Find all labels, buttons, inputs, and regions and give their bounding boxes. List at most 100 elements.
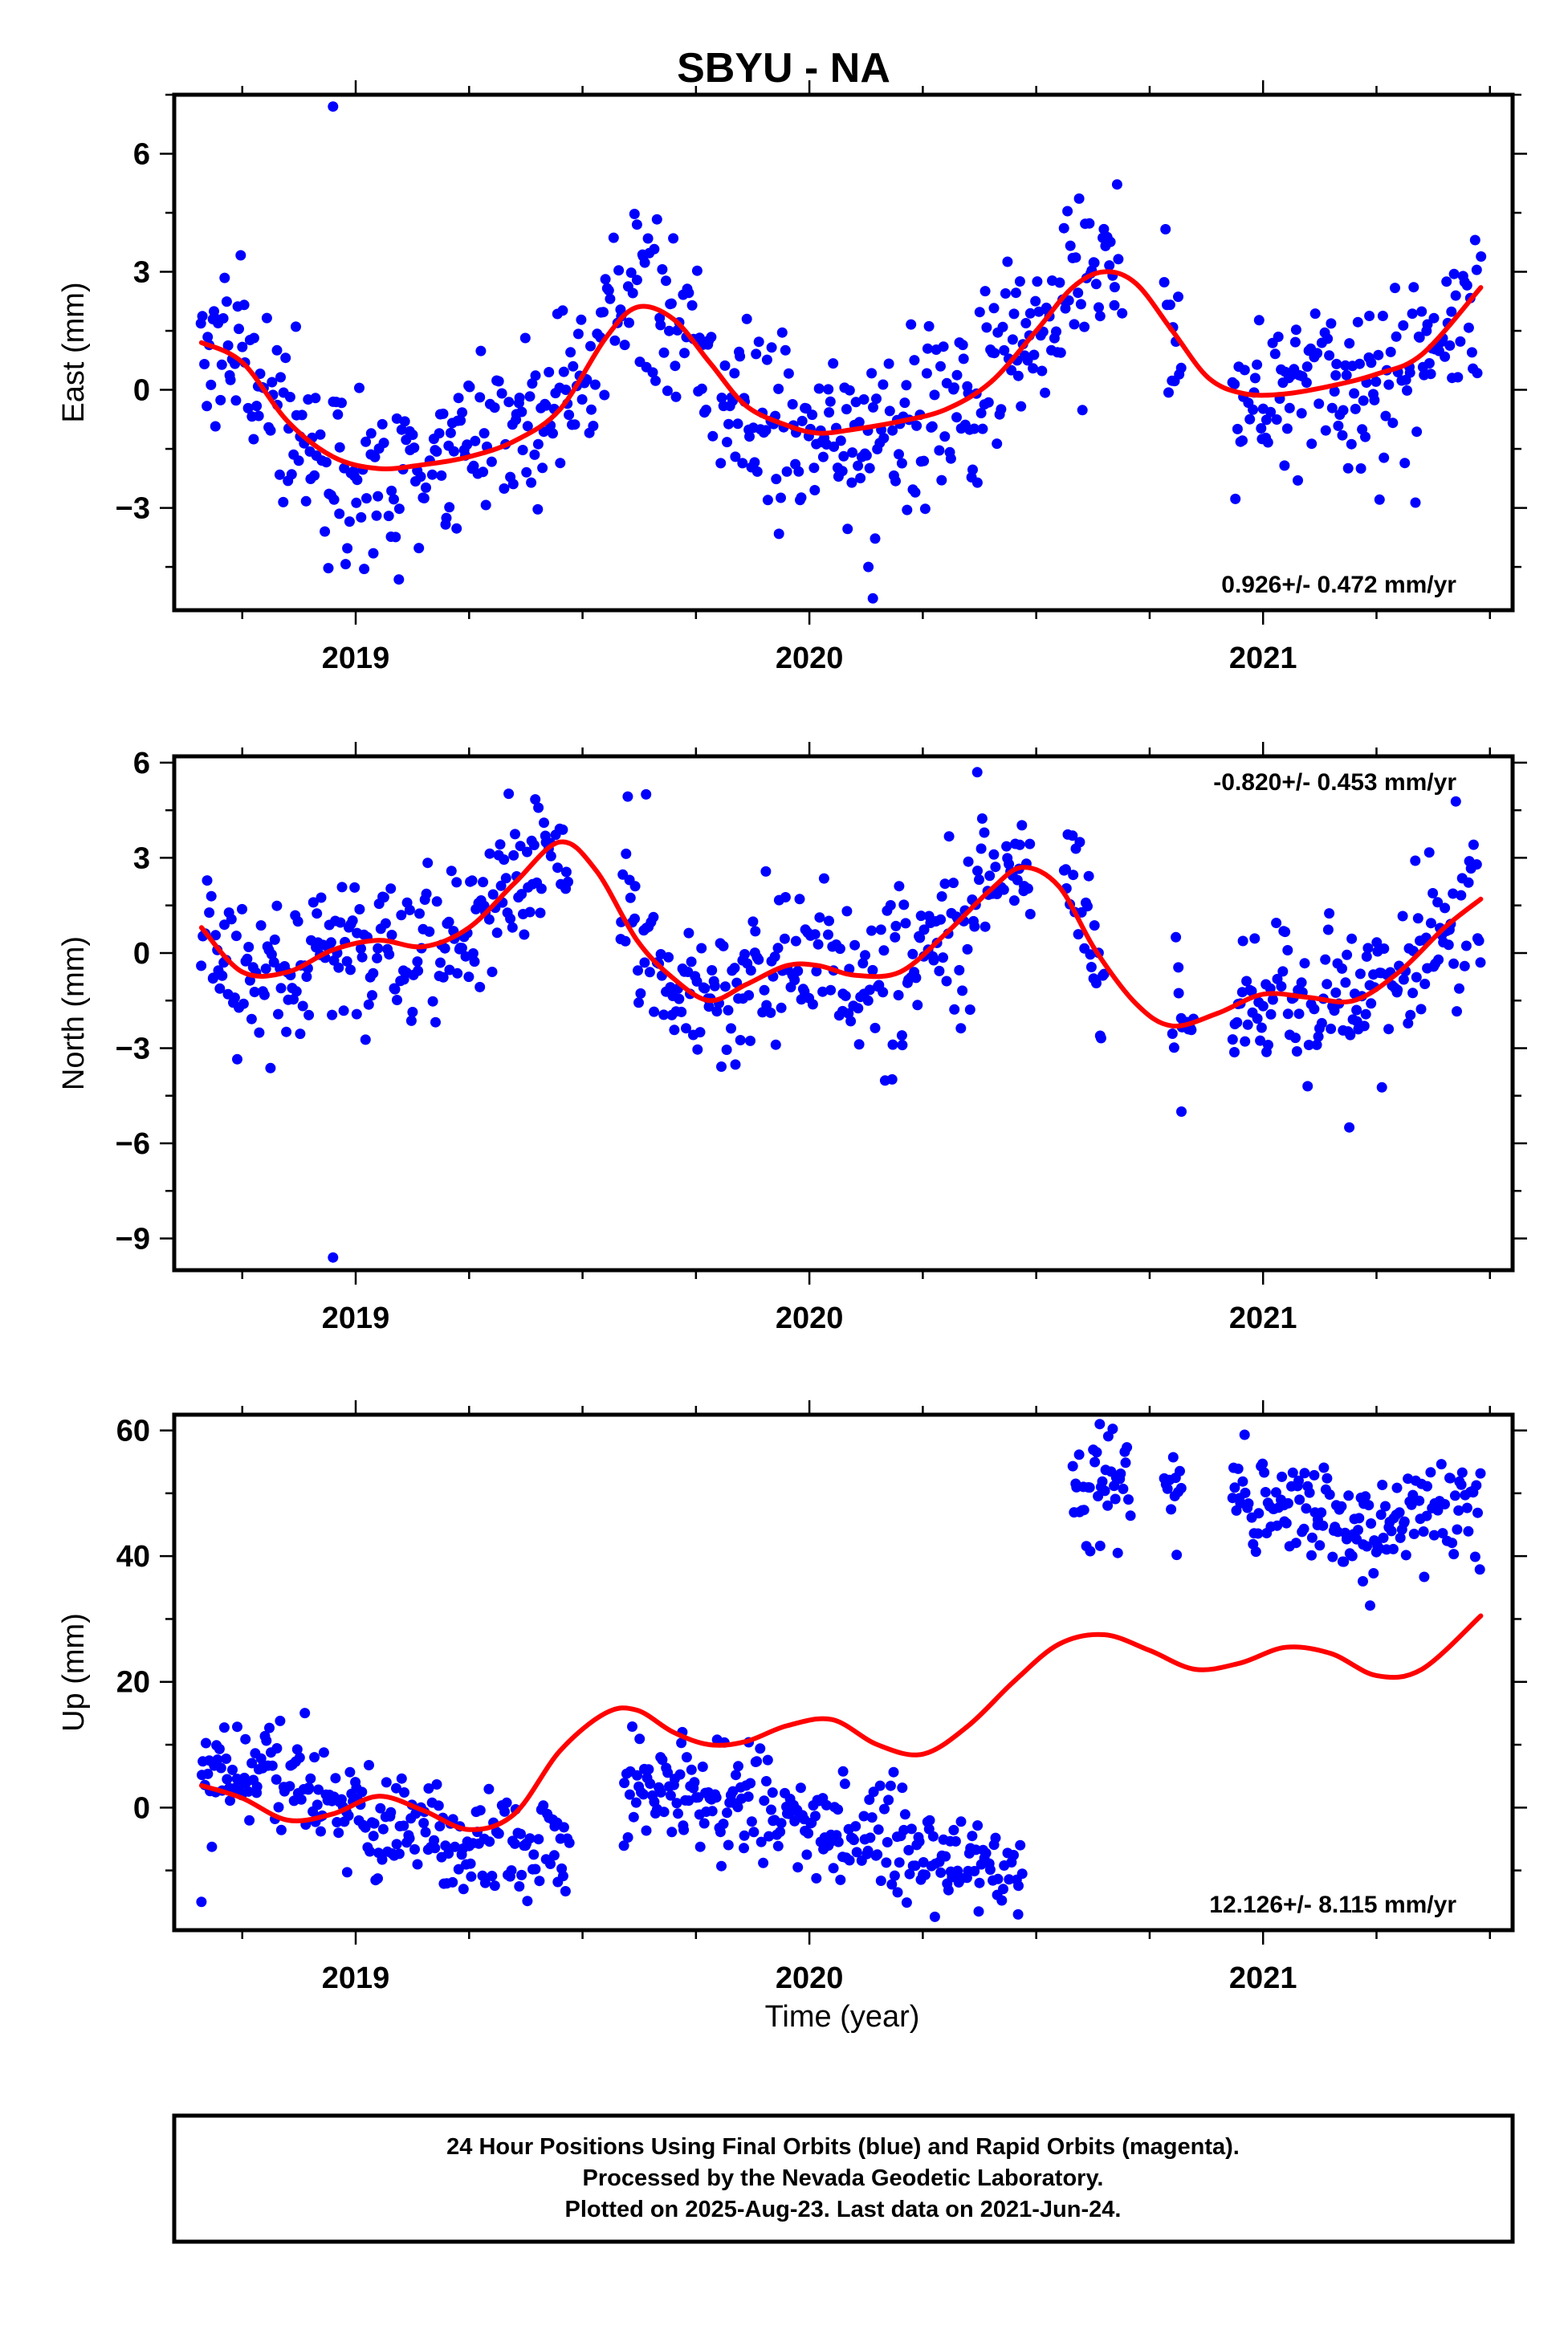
east-data-point <box>1472 368 1483 379</box>
north-data-point <box>914 932 926 943</box>
up-data-point <box>1166 1504 1177 1515</box>
east-data-point <box>1248 404 1259 415</box>
east-data-point <box>251 401 263 412</box>
east-data-point <box>989 348 1000 359</box>
north-data-point <box>971 767 983 778</box>
up-data-point <box>1453 1505 1464 1516</box>
north-data-point <box>936 891 947 902</box>
east-data-point <box>1411 426 1423 438</box>
up-data-point <box>1290 1538 1301 1549</box>
north-data-point <box>807 999 818 1010</box>
up-data-point <box>948 1824 959 1835</box>
north-data-point <box>681 1023 691 1034</box>
north-x-tick-label: 2020 <box>776 1301 844 1335</box>
up-data-point <box>967 1831 978 1842</box>
east-data-point <box>864 462 875 474</box>
up-data-point <box>906 1823 917 1835</box>
up-data-point <box>1091 1447 1102 1458</box>
north-data-point <box>552 862 563 874</box>
east-data-point <box>197 311 208 322</box>
up-data-point <box>284 1781 295 1792</box>
up-data-point <box>1440 1499 1450 1509</box>
up-data-point <box>313 1784 324 1795</box>
up-data-point <box>851 1847 862 1858</box>
east-data-point <box>983 397 994 408</box>
north-data-point <box>772 943 784 954</box>
east-data-point <box>586 404 597 415</box>
east-data-point <box>1020 318 1032 328</box>
east-data-point <box>1476 251 1487 262</box>
up-data-point <box>483 1783 495 1794</box>
north-data-point <box>1001 841 1012 852</box>
east-data-point <box>868 401 878 413</box>
up-data-point <box>1419 1571 1430 1583</box>
east-data-point <box>323 563 334 574</box>
east-data-point <box>521 466 532 478</box>
up-data-point <box>528 1849 540 1860</box>
east-data-point <box>538 426 549 438</box>
east-data-point <box>1040 387 1051 398</box>
north-data-point <box>1265 1008 1277 1020</box>
east-data-point <box>310 393 321 404</box>
north-data-point <box>912 1000 923 1011</box>
north-data-point <box>669 1024 680 1036</box>
up-data-point <box>206 1841 218 1852</box>
east-data-point <box>861 450 872 461</box>
east-data-point <box>609 335 621 346</box>
east-data-point <box>1024 308 1036 319</box>
footer-box: 24 Hour Positions Using Final Orbits (bl… <box>172 2113 1515 2244</box>
up-data-point <box>1309 1469 1320 1481</box>
north-data-point <box>384 949 395 960</box>
north-data-point <box>759 984 770 996</box>
north-data-point <box>312 908 323 919</box>
up-data-point <box>766 1804 776 1815</box>
up-data-point <box>1293 1475 1304 1486</box>
east-data-point <box>749 457 760 468</box>
north-data-point <box>1432 897 1444 908</box>
north-data-point <box>886 1073 898 1085</box>
north-data-point <box>1302 1081 1313 1092</box>
footer-line-plotted: Plotted on 2025-Aug-23. Last data on 202… <box>565 2197 1122 2222</box>
north-data-point <box>1176 1106 1187 1117</box>
east-data-point <box>1326 402 1338 413</box>
east-data-point <box>780 344 791 356</box>
north-data-point <box>1309 1004 1320 1015</box>
north-data-point <box>974 874 984 886</box>
east-data-point <box>1271 414 1282 425</box>
up-data-point <box>1306 1532 1318 1543</box>
east-data-point <box>1333 420 1344 431</box>
east-data-point <box>1175 362 1187 373</box>
east-data-point <box>216 359 227 370</box>
north-data-point <box>338 1005 349 1016</box>
east-data-point <box>1284 402 1295 413</box>
footer-line-processed: Processed by the Nevada Geodetic Laborat… <box>583 2165 1104 2191</box>
up-data-point <box>318 1747 329 1758</box>
up-data-point <box>1448 1549 1460 1560</box>
up-data-point <box>833 1804 844 1815</box>
up-data-point <box>1437 1528 1448 1539</box>
up-data-point <box>548 1850 560 1861</box>
up-data-point <box>418 1818 430 1829</box>
up-data-point <box>715 1827 726 1838</box>
north-data-point <box>769 951 780 962</box>
east-data-point <box>274 469 285 480</box>
east-data-point <box>1089 257 1100 268</box>
up-data-point <box>1354 1513 1365 1524</box>
east-data-point <box>842 523 853 535</box>
up-data-point <box>1304 1487 1315 1498</box>
up-data-point <box>412 1859 423 1870</box>
east-data-point <box>1358 395 1369 406</box>
east-data-point <box>1469 234 1480 246</box>
east-data-point <box>489 402 500 413</box>
up-data-point <box>381 1777 392 1788</box>
north-data-point <box>271 900 283 911</box>
north-data-point <box>1024 838 1036 849</box>
east-data-point <box>824 407 835 418</box>
up-data-point <box>240 1733 251 1745</box>
east-data-point <box>691 265 703 276</box>
up-data-point <box>1363 1500 1375 1511</box>
up-data-point <box>479 1877 491 1888</box>
up-data-point <box>1239 1429 1250 1440</box>
north-data-point <box>1460 940 1472 951</box>
up-data-point <box>433 1800 444 1811</box>
